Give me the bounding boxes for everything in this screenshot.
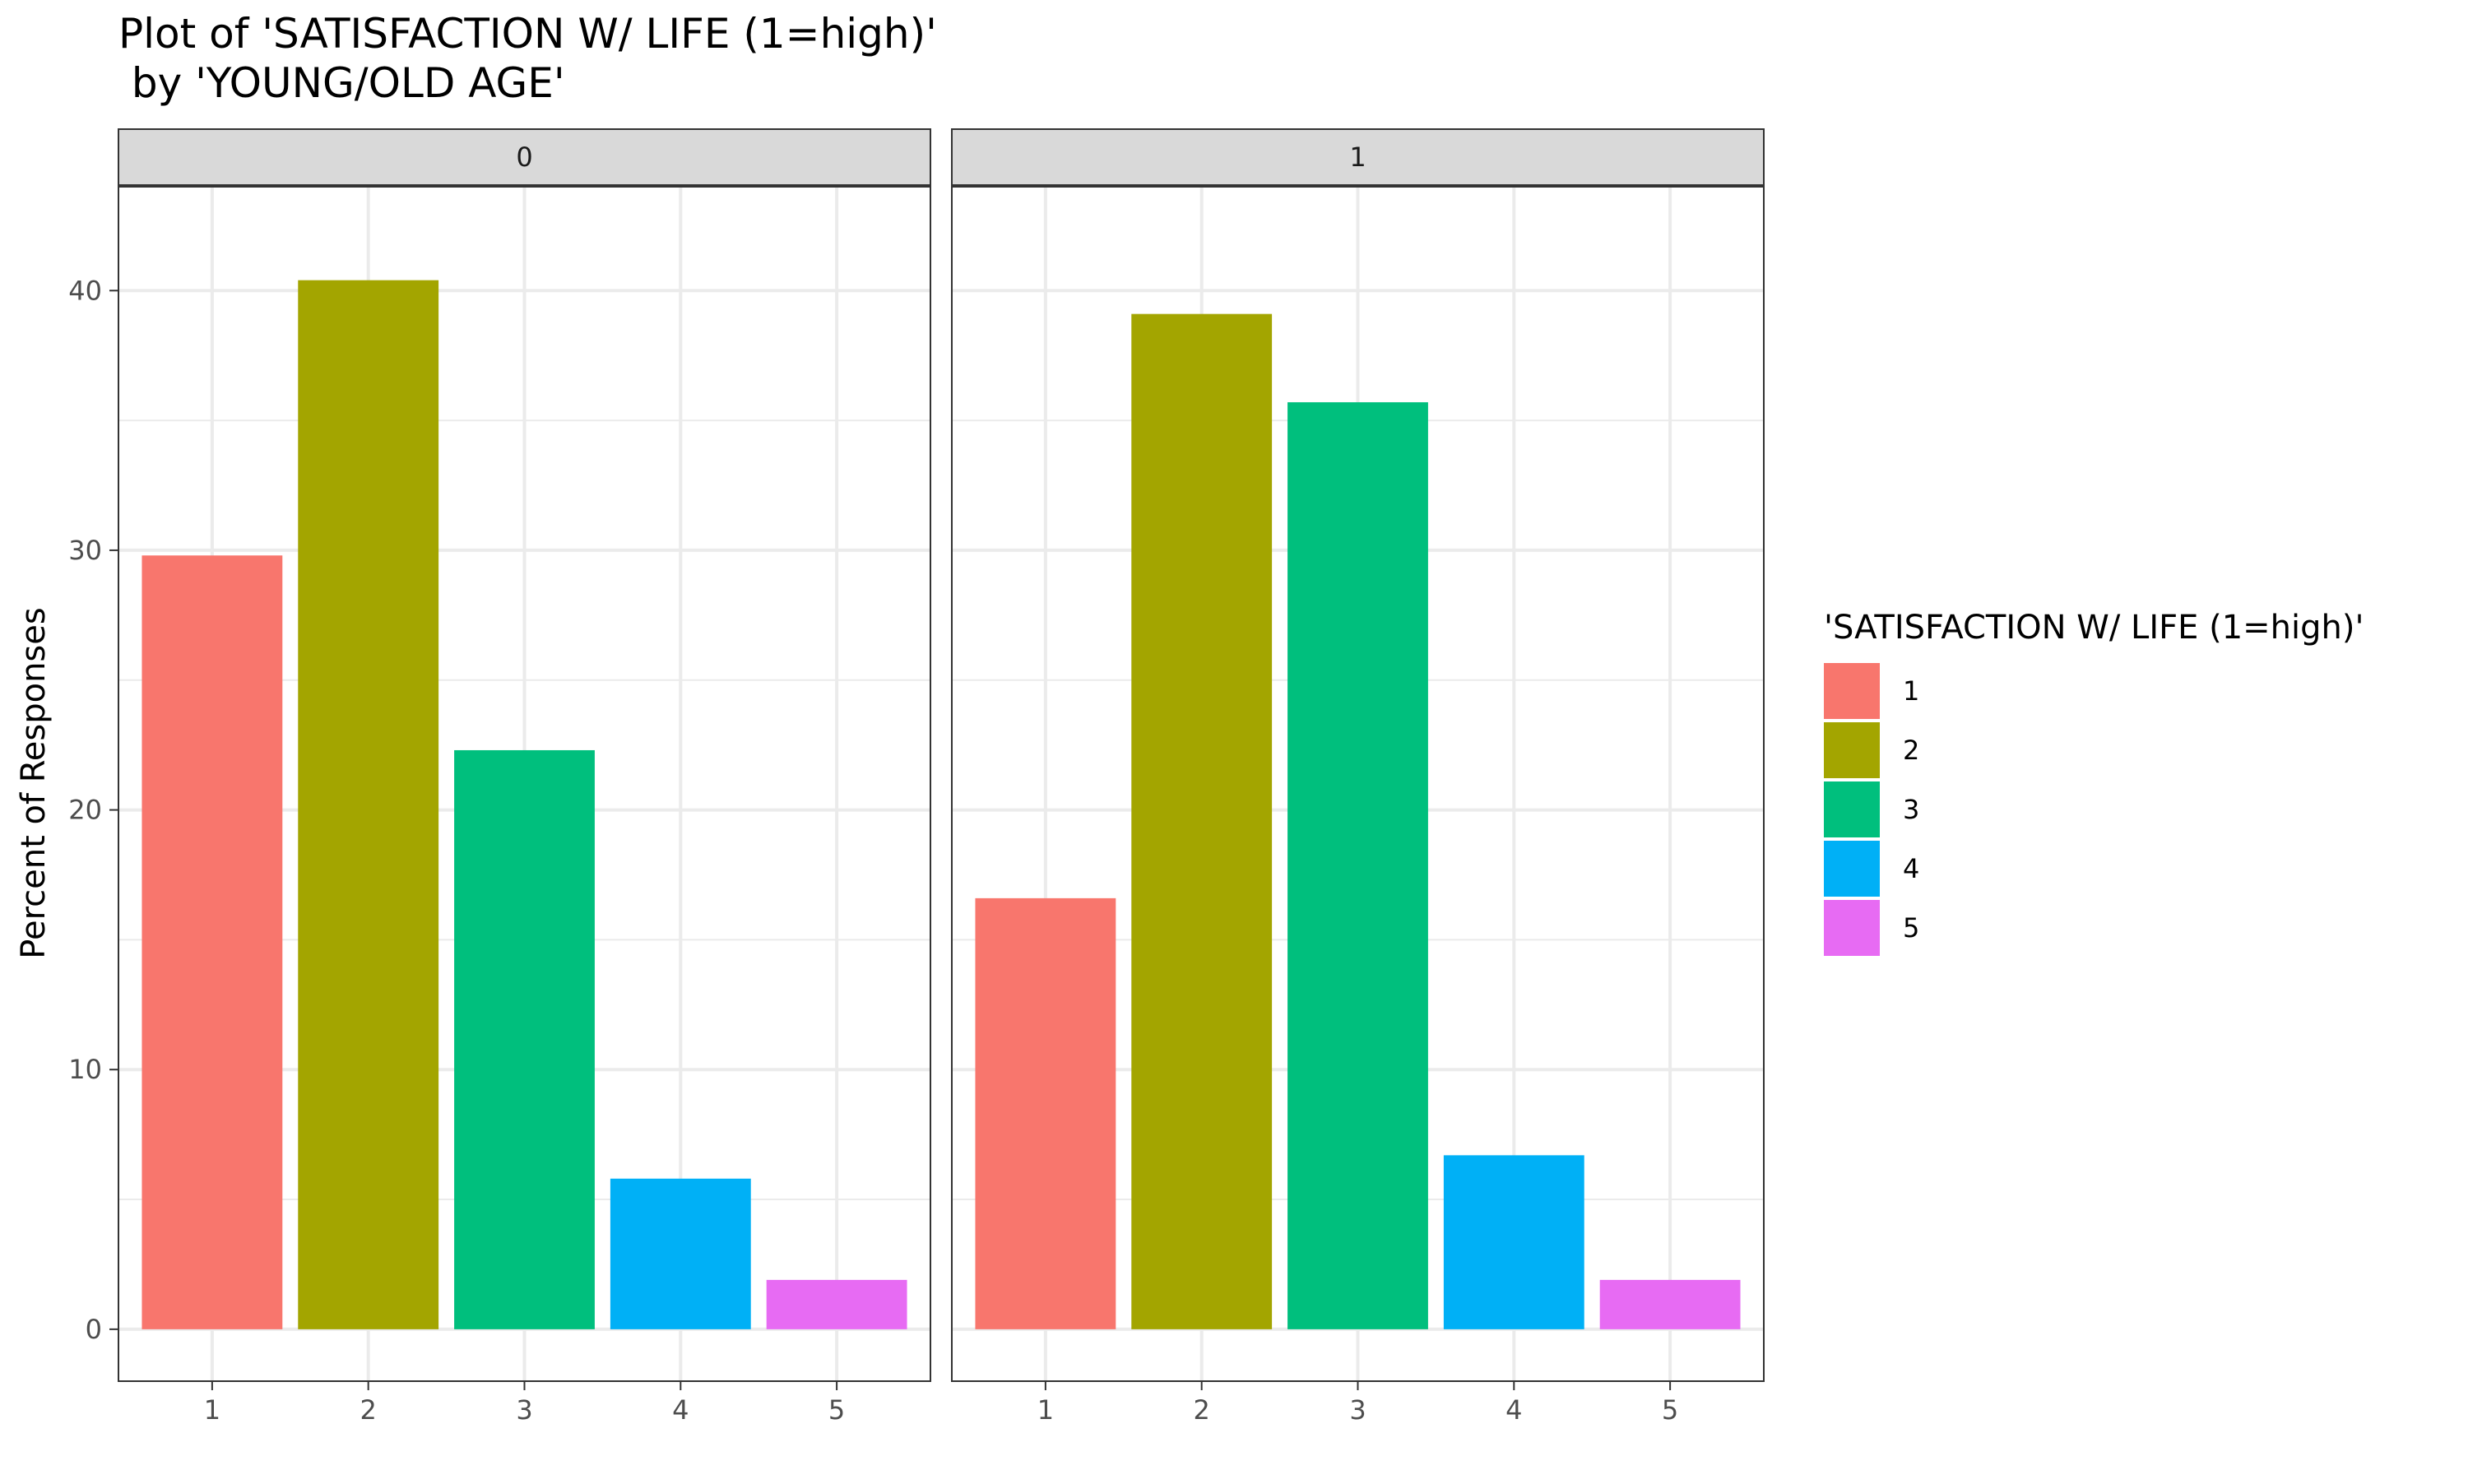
bar-facet1-cat1 (975, 897, 1116, 1329)
facet-panel-0: 0 1 2 3 4 5 0 10 20 30 40 (68, 128, 931, 1426)
legend-label-4: 4 (1903, 853, 1919, 884)
facet-strip-label: 0 (516, 141, 532, 173)
x-tick-label: 3 (1349, 1394, 1366, 1426)
x-tick-label: 4 (672, 1394, 689, 1426)
x-tick-label: 2 (1194, 1394, 1210, 1426)
y-tick-label: 20 (68, 795, 102, 826)
legend: 'SATISFACTION W/ LIFE (1=high)' 1 2 3 4 5 (1824, 609, 2364, 956)
x-tick-label: 1 (1037, 1394, 1054, 1426)
x-tick-label: 4 (1505, 1394, 1522, 1426)
legend-label-1: 1 (1903, 675, 1919, 707)
legend-key-2 (1824, 722, 1880, 778)
y-axis-title: Percent of Responses (15, 607, 53, 958)
legend-key-1 (1824, 663, 1880, 719)
bar-facet1-cat4 (1443, 1155, 1584, 1329)
x-tick-label: 3 (516, 1394, 532, 1426)
legend-label-5: 5 (1903, 912, 1919, 944)
bar-facet1-cat5 (1599, 1279, 1741, 1329)
x-tick-label: 1 (204, 1394, 220, 1426)
bar-facet0-cat5 (766, 1279, 907, 1329)
legend-label-2: 2 (1903, 735, 1919, 766)
x-tick-label: 5 (1662, 1394, 1678, 1426)
legend-key-5 (1824, 900, 1880, 956)
facet-panel-1: 1 1 2 3 4 5 (951, 128, 1765, 1426)
facet-strip-label: 1 (1349, 141, 1366, 173)
legend-key-4 (1824, 841, 1880, 897)
bar-facet1-cat3 (1287, 401, 1428, 1329)
facet-strip (118, 128, 931, 186)
y-tick-label: 10 (68, 1054, 102, 1085)
x-tick-label: 2 (360, 1394, 377, 1426)
y-tick-label: 40 (68, 275, 102, 306)
bar-facet0-cat1 (141, 555, 283, 1329)
bar-facet0-cat2 (298, 280, 439, 1329)
bar-facet0-cat3 (454, 749, 595, 1329)
bar-facet0-cat4 (610, 1178, 751, 1329)
legend-label-3: 3 (1903, 794, 1919, 825)
chart-title: Plot of 'SATISFACTION W/ LIFE (1=high)' (118, 10, 937, 58)
chart-subtitle: by 'YOUNG/OLD AGE' (118, 59, 565, 107)
legend-key-3 (1824, 781, 1880, 837)
y-tick-label: 0 (86, 1314, 102, 1345)
x-tick-label: 5 (828, 1394, 845, 1426)
y-tick-label: 30 (68, 535, 102, 566)
legend-title: 'SATISFACTION W/ LIFE (1=high)' (1824, 609, 2364, 647)
bar-facet1-cat2 (1131, 313, 1273, 1329)
facet-panels: 0 1 2 3 4 5 0 10 20 30 40 1 1 2 3 4 5 (68, 128, 1765, 1426)
